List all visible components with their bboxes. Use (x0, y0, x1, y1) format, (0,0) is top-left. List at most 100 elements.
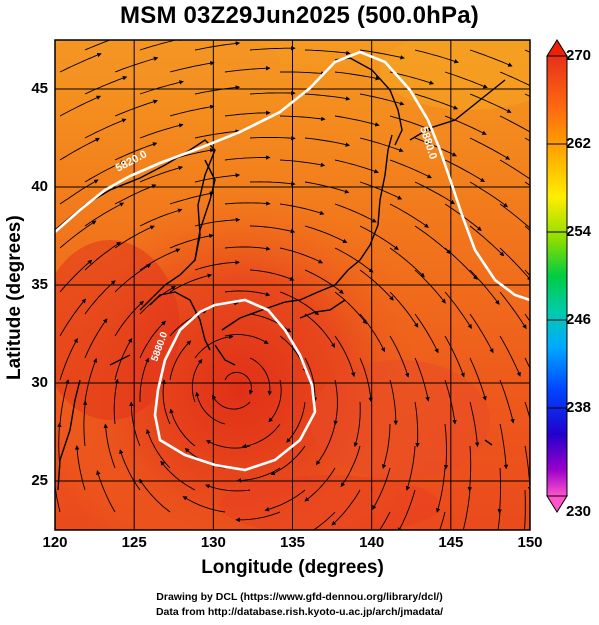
streamline-arrow (161, 379, 171, 425)
streamline-arrow (469, 401, 480, 447)
streamline-arrow (444, 159, 486, 182)
streamline-arrow (389, 379, 399, 426)
streamline-arrow (304, 357, 318, 402)
streamline-arrow (524, 401, 530, 420)
coastlines (55, 57, 506, 491)
streamline-arrow (224, 201, 271, 206)
streamline-arrow (389, 159, 432, 179)
streamline-arrow (340, 445, 361, 488)
streamline-arrow (359, 313, 385, 353)
streamline-arrow (333, 379, 338, 426)
x-tick-label: 150 (517, 534, 543, 551)
streamline-arrow (279, 203, 325, 215)
streamline-arrow (389, 115, 434, 132)
x-tick-label: 140 (359, 534, 385, 551)
y-tick-label: 30 (31, 374, 48, 391)
streamline-arrow (194, 260, 240, 271)
streamline-arrow (82, 400, 88, 447)
colorbar-tick-label: 270 (566, 47, 592, 64)
streamline-arrow (160, 460, 196, 491)
streamline-arrow (84, 242, 122, 271)
streamline-arrow (119, 449, 141, 491)
streamline-arrow (414, 269, 446, 304)
streamline-arrow (497, 511, 501, 530)
streamline-arrow (499, 247, 530, 282)
streamline-arrow (224, 65, 271, 73)
streamline-arrow (241, 423, 281, 449)
streamline-arrow (469, 313, 494, 354)
streamline-arrow (169, 273, 213, 293)
streamline-arrow (169, 61, 215, 73)
streamline-arrow (84, 40, 112, 51)
streamline-arrow (469, 357, 487, 401)
credit-data: Data from http://database.rish.kyoto-u.a… (155, 606, 444, 618)
streamline-arrow (469, 269, 500, 305)
streamline-arrow (499, 423, 509, 470)
streamline-arrow (139, 478, 171, 513)
streamline-arrow (169, 191, 215, 205)
colorbar-tick-label: 254 (566, 223, 592, 240)
streamline-arrow (334, 159, 379, 174)
streamline-arrow (84, 160, 126, 183)
streamline-arrow (443, 423, 449, 470)
streamline-arrow (279, 291, 319, 316)
streamline-arrow (331, 489, 361, 526)
streamline-arrow (84, 202, 125, 227)
streamline-arrow (74, 445, 86, 491)
streamline-arrow (194, 173, 241, 183)
x-tick-label: 145 (438, 534, 464, 551)
streamline-arrow (114, 300, 144, 337)
x-tick-label: 125 (121, 534, 147, 551)
streamline-arrow (59, 179, 99, 205)
streamline-arrow (469, 181, 509, 208)
x-tick-label: 120 (42, 534, 68, 551)
contour-5880-low (153, 298, 317, 472)
streamline-arrow (469, 93, 512, 113)
colorbar-scale (546, 55, 568, 497)
streamline-arrow (169, 104, 215, 117)
streamline-arrow (59, 52, 102, 73)
streamline-arrow (146, 429, 171, 469)
streamline-arrow (304, 181, 350, 194)
streamline-arrow (389, 247, 425, 278)
streamline-arrow (304, 269, 344, 294)
streamline-arrow (139, 165, 184, 183)
streamline-arrow (224, 246, 271, 251)
streamline-arrow (59, 137, 100, 161)
streamline-arrow (114, 264, 152, 293)
contour-5820 (54, 50, 531, 302)
streamline-arrow (359, 137, 404, 153)
streamline-arrow (469, 225, 505, 257)
height-contours (54, 50, 531, 472)
colorbar-tick-label: 262 (566, 135, 592, 152)
colorbar (546, 39, 568, 513)
streamline-arrow (280, 71, 326, 76)
streamline-arrow (139, 80, 184, 95)
streamline-arrow (469, 49, 513, 67)
streamline-arrow (379, 511, 391, 530)
streamline-arrow (249, 269, 295, 281)
streamline-arrow (224, 371, 254, 395)
streamline-arrow (169, 340, 192, 381)
streamline-arrow (359, 357, 373, 403)
streamline-arrow (315, 423, 336, 466)
streamline-arrow (389, 71, 435, 85)
streamline-arrow (139, 208, 183, 227)
streamline-arrow (304, 93, 351, 101)
streamline-arrow (499, 335, 521, 377)
streamline-arrow (389, 291, 419, 328)
streamline-arrow (84, 118, 127, 139)
streamline-arrow (103, 423, 116, 469)
streamline-arrow (334, 335, 356, 378)
streamline-arrow (359, 181, 403, 200)
streamline-arrow (139, 357, 150, 402)
streamline-arrow (499, 159, 530, 180)
streamline-arrow (59, 95, 102, 117)
streamline-arrow (304, 313, 336, 348)
streamline-arrow (59, 220, 97, 249)
streamline-arrow (96, 470, 116, 513)
streamline-arrow (381, 423, 391, 469)
streamline-arrow (462, 489, 471, 530)
streamline-arrow (194, 85, 241, 95)
streamline-arrow (359, 93, 405, 106)
